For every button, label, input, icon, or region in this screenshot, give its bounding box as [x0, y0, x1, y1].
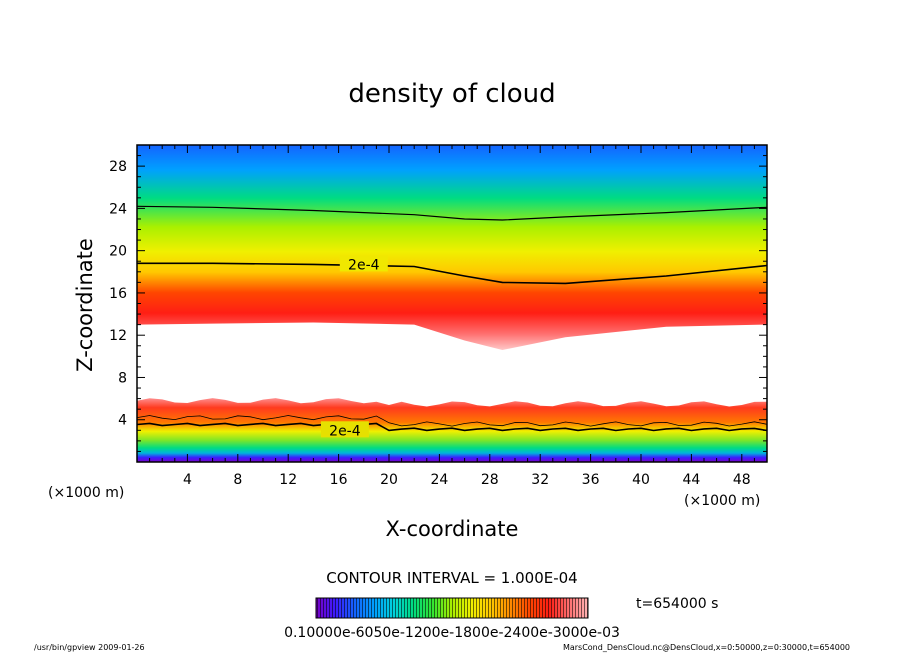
y-axis-label: Z-coordinate [73, 238, 97, 372]
plot-area: 2e-4 2e-4 [137, 145, 767, 462]
y-axis-ticks: 4 8 12 16 20 24 28 [109, 155, 767, 452]
contour-labels: 2e-4 2e-4 [320, 255, 388, 439]
colorbar-lines [316, 598, 588, 618]
upper-cloud-layer [137, 145, 767, 350]
contour-label: 2e-4 [329, 423, 361, 439]
y-tick-label: 12 [109, 328, 127, 344]
contour-label-bg [339, 255, 388, 272]
contour-interval-label: CONTOUR INTERVAL = 1.000E-04 [326, 569, 577, 587]
x-tick-label: 36 [582, 472, 600, 488]
contour-label-bg [320, 421, 369, 438]
x-tick-label: 16 [330, 472, 348, 488]
x-tick-label: 24 [430, 472, 448, 488]
chart-title: density of cloud [348, 79, 555, 109]
time-label: t=654000 s [636, 596, 718, 612]
x-unit-right: (×1000 m) [684, 493, 760, 509]
x-tick-label: 4 [183, 472, 192, 488]
x-tick-label: 44 [682, 472, 700, 488]
contour-label: 2e-4 [348, 257, 380, 273]
y-tick-label: 4 [118, 413, 127, 429]
x-tick-label: 8 [233, 472, 242, 488]
lower-cloud-layer [137, 398, 767, 462]
x-axis-ticks: 4 8 12 16 20 24 28 32 36 40 44 48 [149, 145, 755, 488]
y-tick-label: 8 [118, 370, 127, 386]
x-unit-left: (×1000 m) [48, 485, 124, 501]
contour-line-upper-2e-4 [137, 262, 767, 285]
y-tick-label: 24 [109, 201, 127, 217]
colorbar-frame [315, 597, 589, 619]
contour-line-upper-top [137, 205, 767, 221]
colorbar-tick-labels: 0.10000e-6050e-1200e-1800e-2400e-3000e-0… [284, 625, 620, 641]
y-tick-label: 28 [109, 159, 127, 175]
x-tick-label: 32 [531, 472, 549, 488]
footer-left: /usr/bin/gpview 2009-01-26 [34, 643, 145, 652]
y-tick-label: 20 [109, 244, 127, 260]
contour-line-lower-top [137, 415, 767, 427]
x-tick-label: 20 [380, 472, 398, 488]
x-tick-label: 48 [733, 472, 751, 488]
colorbar [315, 597, 589, 619]
footer-right: MarsCond_DensCloud.nc@DensCloud,x=0:5000… [563, 643, 850, 652]
contour-line-lower-2e-4 [137, 422, 767, 432]
y-tick-label: 16 [109, 286, 127, 302]
x-axis-label: X-coordinate [386, 517, 519, 541]
x-tick-label: 28 [481, 472, 499, 488]
x-tick-label: 40 [632, 472, 650, 488]
x-tick-label: 12 [279, 472, 297, 488]
